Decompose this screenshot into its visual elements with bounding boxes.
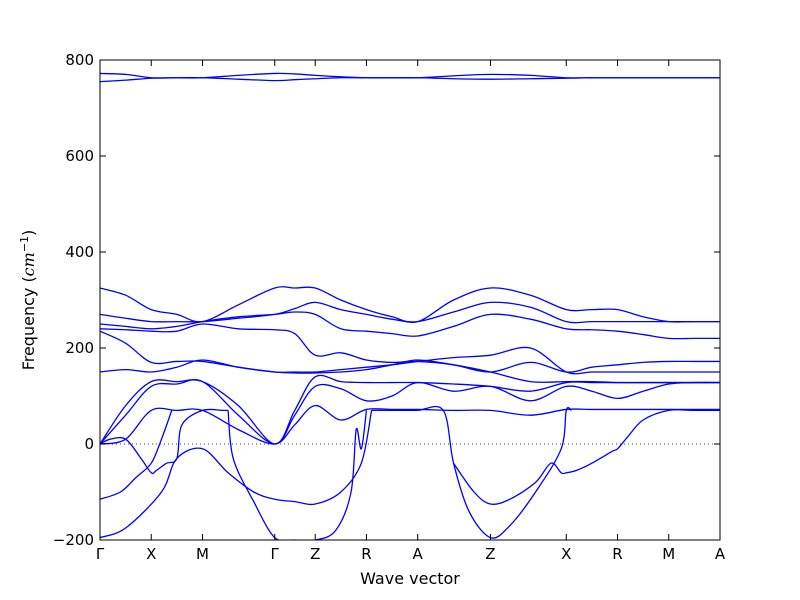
y-tick-label-2: 200 [65, 339, 94, 357]
series-layer [100, 72, 720, 540]
series-line-7 [100, 330, 720, 375]
y-tick-layer: −200 0 200 400 600 800 [53, 51, 720, 549]
x-tick-label-10: M [662, 545, 675, 563]
series-line-3 [100, 286, 720, 323]
series-line-11 [100, 404, 720, 445]
x-tick-label-4: Z [310, 545, 320, 563]
y-axis-title: Frequency (cm−1) [18, 230, 38, 371]
x-tick-label-5: R [361, 545, 371, 563]
y-axis-unit-base: cm [19, 252, 38, 276]
series-line-5 [100, 311, 720, 340]
series-line-12 [100, 408, 229, 475]
series-line-2 [100, 76, 720, 83]
x-tick-label-6: A [413, 545, 424, 563]
series-line-4 [100, 301, 720, 324]
y-tick-label-5: 800 [65, 51, 94, 69]
y-tick-label-0: −200 [53, 531, 94, 549]
series-line-17 [453, 409, 720, 505]
x-tick-label-2: M [196, 545, 209, 563]
series-line-6 [100, 323, 720, 373]
series-line-16 [371, 405, 572, 539]
series-line-14 [100, 410, 173, 500]
x-tick-label-0: Γ [96, 545, 105, 563]
plot-frame [99, 59, 721, 541]
x-tick-label-3: Γ [271, 545, 280, 563]
y-axis-unit-exponent: −1 [18, 236, 31, 252]
y-axis-title-suffix: ) [19, 230, 38, 236]
series-line-13 [227, 410, 368, 540]
x-tick-label-7: Z [485, 545, 495, 563]
x-tick-label-1: X [146, 545, 156, 563]
series-line-10 [100, 379, 720, 445]
y-axis-title-prefix: Frequency ( [19, 276, 38, 370]
x-tick-label-8: X [561, 545, 571, 563]
y-tick-label-1: 0 [84, 435, 94, 453]
x-tick-label-11: A [715, 545, 726, 563]
x-axis-title: Wave vector [360, 569, 460, 588]
y-tick-label-3: 400 [65, 243, 94, 261]
x-tick-label-9: R [612, 545, 622, 563]
y-tick-label-4: 600 [65, 147, 94, 165]
series-line-15 [100, 410, 373, 539]
